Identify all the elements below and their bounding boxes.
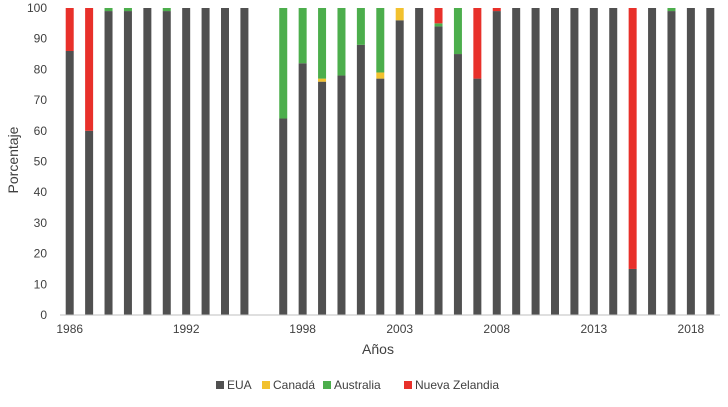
legend-label: Canadá: [273, 378, 315, 392]
bar-segment-australia-1997: [279, 8, 288, 119]
bar-segment-eua-2010: [531, 8, 540, 315]
bar-segment-eua-1997: [279, 118, 288, 316]
bar-segment-australia-2001: [356, 8, 365, 45]
bar-segment-eua-1991: [162, 11, 171, 315]
bar-segment-australia-1988: [104, 8, 113, 12]
bar-segment-eua-2019: [706, 8, 715, 315]
y-tick-label: 70: [34, 93, 48, 107]
bar-segment-eua-1999: [318, 81, 327, 316]
bar-segment-eua-1986: [65, 50, 74, 315]
bar-segment-eua-2018: [686, 8, 695, 315]
legend-label: EUA: [227, 378, 252, 392]
bar-segment-eua-2007: [473, 78, 482, 315]
bar-segment-eua-1992: [182, 8, 191, 315]
bar-segment-eua-2013: [589, 8, 598, 315]
bar-segment-eua-2006: [453, 54, 462, 316]
bar-segment-canada-1999: [318, 78, 327, 82]
bar-segment-eua-1994: [221, 8, 229, 315]
y-tick-label: 10: [34, 277, 48, 291]
x-axis-title: Años: [362, 341, 394, 357]
bars: [65, 8, 715, 316]
bar-segment-canada-2002: [376, 72, 385, 79]
x-tick-label: 2013: [580, 322, 607, 336]
legend-label: Nueva Zelandia: [415, 378, 499, 392]
bar-segment-eua-2000: [337, 75, 346, 315]
legend-swatch: [262, 381, 270, 389]
bar-segment-eua-2017: [667, 11, 676, 315]
bar-segment-eua-2008: [492, 11, 501, 315]
bar-segment-eua-1995: [240, 8, 249, 315]
bar-segment-eua-2009: [512, 8, 521, 315]
bar-segment-eua-2011: [551, 8, 559, 315]
bar-segment-eua-2016: [648, 8, 657, 315]
legend-swatch: [216, 381, 224, 389]
bar-segment-australia-1998: [298, 8, 307, 64]
bar-segment-eua-1989: [123, 11, 132, 315]
bar-segment-eua-1988: [104, 11, 113, 315]
x-tick-label: 1998: [289, 322, 316, 336]
bar-segment-australia-2017: [667, 8, 676, 12]
bar-segment-australia-2002: [376, 8, 385, 73]
y-tick-label: 100: [27, 1, 47, 15]
y-tick-label: 30: [34, 216, 48, 230]
bar-segment-australia-2006: [453, 8, 462, 55]
bar-segment-eua-2005: [434, 26, 443, 315]
bar-segment-nueva-zelandia-2005: [434, 8, 443, 24]
bar-segment-australia-2005: [434, 23, 443, 27]
bar-segment-nueva-zelandia-2015: [628, 8, 637, 269]
bar-segment-australia-1991: [162, 8, 171, 12]
y-tick-label: 40: [34, 185, 48, 199]
y-tick-label: 60: [34, 124, 48, 138]
x-tick-label: 1986: [56, 322, 83, 336]
bar-segment-australia-2000: [337, 8, 346, 76]
x-tick-label: 2018: [678, 322, 705, 336]
bar-segment-eua-1987: [85, 130, 94, 315]
bar-segment-nueva-zelandia-2008: [492, 8, 501, 12]
x-tick-label: 2003: [386, 322, 413, 336]
y-axis-ticks: 0 10 20 30 40 50 60 70 80 90 100: [27, 1, 47, 322]
bar-segment-eua-1993: [201, 8, 210, 315]
y-tick-label: 80: [34, 62, 48, 76]
x-axis-ticks: 1986 1992 1998 2003 2008 2013 2018: [56, 322, 704, 336]
y-axis-title: Porcentaje: [5, 126, 21, 193]
bar-segment-nueva-zelandia-2007: [473, 8, 482, 79]
bar-segment-canada-2003: [395, 8, 404, 21]
bar-segment-eua-2003: [395, 20, 404, 316]
x-tick-label: 1992: [173, 322, 200, 336]
legend-label: Australia: [334, 378, 381, 392]
bar-segment-eua-2014: [609, 8, 618, 315]
bar-segment-nueva-zelandia-1987: [85, 8, 94, 131]
legend-swatch: [323, 381, 331, 389]
bar-segment-australia-1999: [318, 8, 327, 79]
bar-segment-eua-1998: [298, 63, 307, 316]
legend: EUA Canadá Australia Nueva Zelandia: [216, 378, 499, 392]
bar-segment-australia-1989: [123, 8, 132, 12]
y-tick-label: 20: [34, 247, 48, 261]
bar-segment-nueva-zelandia-1986: [65, 8, 74, 51]
bar-segment-eua-2012: [570, 8, 579, 315]
y-tick-label: 0: [40, 308, 47, 322]
x-tick-label: 2008: [483, 322, 510, 336]
bar-segment-eua-1990: [143, 8, 152, 315]
bar-segment-eua-2004: [415, 8, 424, 315]
y-tick-label: 50: [34, 155, 48, 169]
bar-segment-eua-2001: [356, 44, 365, 316]
legend-swatch: [404, 381, 412, 389]
y-tick-label: 90: [34, 32, 48, 46]
bar-segment-eua-2015: [628, 268, 637, 315]
bar-segment-eua-2002: [376, 78, 385, 315]
